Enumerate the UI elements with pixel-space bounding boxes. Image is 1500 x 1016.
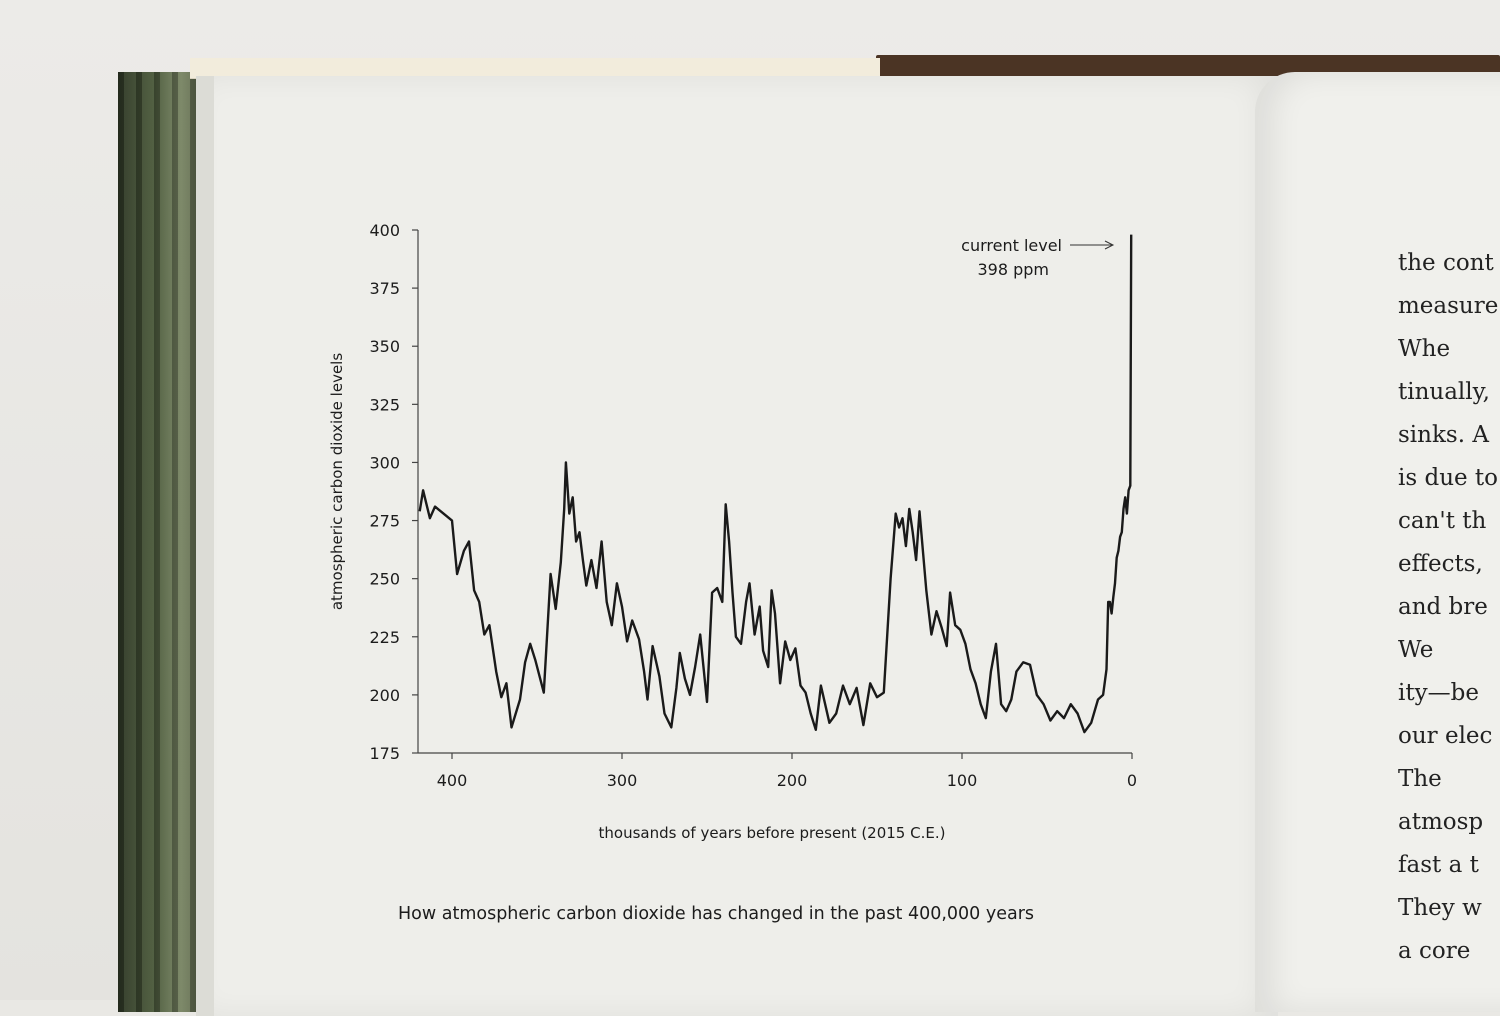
right-page-line: measure — [1398, 293, 1499, 319]
y-tick-label: 350 — [369, 337, 400, 356]
right-page-line: and bre — [1398, 594, 1488, 620]
right-page-line: our elec — [1398, 723, 1493, 749]
figure-caption: How atmospheric carbon dioxide has chang… — [398, 904, 1035, 924]
y-tick-label: 175 — [369, 744, 400, 763]
y-tick-label: 400 — [369, 221, 400, 240]
chart-axes — [417, 230, 1132, 754]
arrow-head — [1104, 240, 1115, 250]
right-page-line: a core — [1398, 938, 1471, 964]
y-tick-label: 250 — [369, 570, 400, 589]
x-tick-label: 100 — [947, 771, 978, 790]
right-page-line: Whe — [1398, 336, 1451, 362]
current-level-label: current level — [961, 236, 1062, 255]
right-page-line: is due to — [1398, 465, 1499, 491]
right-book-page — [1255, 72, 1500, 1012]
co2-series-line — [418, 234, 1133, 734]
right-page-line: We — [1398, 637, 1434, 663]
right-page-line: the cont — [1398, 250, 1494, 276]
right-page-line: sinks. A — [1398, 422, 1489, 448]
right-page-line: can't th — [1398, 508, 1487, 534]
right-page-line: ity—be — [1398, 680, 1479, 706]
y-tick-label: 300 — [369, 453, 400, 472]
right-page-line: They w — [1398, 895, 1482, 921]
y-tick-label: 325 — [369, 395, 400, 414]
y-tick-label: 225 — [369, 628, 400, 647]
x-tick-label: 300 — [607, 771, 638, 790]
book-cover-forest-photo — [118, 72, 208, 1012]
right-page-line: effects, — [1398, 551, 1483, 577]
y-tick-label: 275 — [369, 512, 400, 531]
left-book-page — [196, 76, 1278, 1016]
y-axis-ticks: 400 375 350 325 300 275 250 225 200 175 — [369, 221, 418, 763]
current-level-value: 398 ppm — [977, 260, 1049, 279]
x-tick-label: 400 — [437, 771, 468, 790]
x-tick-label: 0 — [1127, 771, 1137, 790]
right-page-line: atmosp — [1398, 809, 1484, 835]
right-page-text: the cont measure Whe tinually, sinks. A is du… — [1398, 242, 1500, 973]
right-page-line: tinually, — [1398, 379, 1490, 405]
y-tick-label: 375 — [369, 279, 400, 298]
current-level-arrow — [1070, 240, 1115, 250]
right-page-line: fast a t — [1398, 852, 1479, 878]
y-tick-label: 200 — [369, 686, 400, 705]
x-axis-title: thousands of years before present (2015 … — [599, 824, 946, 842]
y-axis-title: atmospheric carbon dioxide levels — [328, 353, 346, 610]
x-axis-ticks: 400 300 200 100 0 — [437, 753, 1137, 790]
x-tick-label: 200 — [777, 771, 808, 790]
right-page-line: The — [1398, 766, 1442, 792]
